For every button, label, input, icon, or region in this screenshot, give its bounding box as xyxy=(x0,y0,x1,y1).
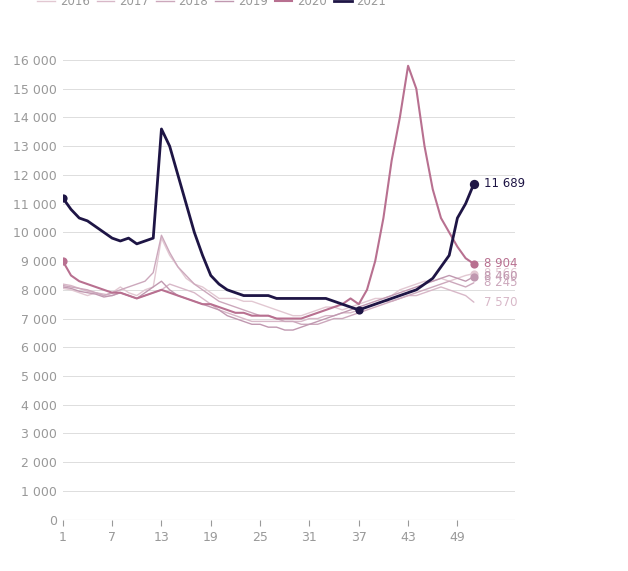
Text: 7 570: 7 570 xyxy=(484,296,517,309)
Point xyxy=(469,272,479,281)
Point xyxy=(469,269,479,278)
Text: 11 689: 11 689 xyxy=(484,178,525,190)
Legend: 2016, 2017, 2018, 2019, 2020, 2021: 2016, 2017, 2018, 2019, 2020, 2021 xyxy=(33,0,391,13)
Text: 8 460: 8 460 xyxy=(484,270,517,283)
Text: 8 245: 8 245 xyxy=(484,276,517,289)
Point xyxy=(469,179,479,188)
Text: 8 566: 8 566 xyxy=(484,267,517,280)
Point xyxy=(58,194,68,203)
Point xyxy=(354,305,364,315)
Point xyxy=(58,256,68,266)
Text: 8 904: 8 904 xyxy=(484,258,517,270)
Point xyxy=(469,259,479,268)
